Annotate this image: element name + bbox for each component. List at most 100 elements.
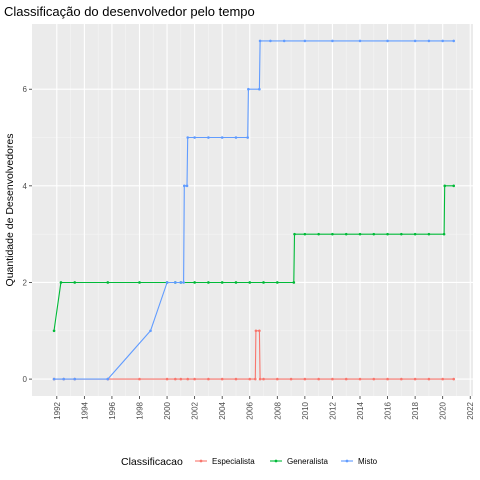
data-point bbox=[234, 377, 238, 381]
data-point bbox=[182, 184, 186, 188]
x-tick-label: 2022 bbox=[466, 401, 475, 419]
data-point bbox=[207, 281, 210, 284]
plot-panel bbox=[32, 24, 473, 396]
data-point bbox=[276, 377, 279, 381]
data-point bbox=[358, 377, 362, 381]
legend-key-point bbox=[199, 459, 203, 463]
data-point bbox=[443, 184, 447, 188]
legend-label: Especialista bbox=[212, 457, 255, 466]
x-tick-label: 1992 bbox=[53, 401, 62, 419]
data-point bbox=[452, 184, 456, 188]
data-point bbox=[452, 39, 456, 43]
data-point bbox=[413, 39, 417, 43]
data-point bbox=[258, 87, 261, 91]
data-point bbox=[276, 281, 279, 284]
data-point bbox=[59, 281, 63, 284]
legend-items: Especialista Generalista Misto bbox=[195, 457, 378, 466]
data-point bbox=[165, 377, 169, 381]
y-tick-label: 4 bbox=[23, 182, 28, 191]
data-point bbox=[52, 377, 56, 381]
data-point bbox=[234, 136, 238, 139]
data-point bbox=[452, 377, 456, 381]
y-axis-title: Quantidade de Desenvolvedores bbox=[4, 134, 16, 287]
legend-item-especialista: Especialista bbox=[195, 457, 255, 466]
data-point bbox=[174, 281, 177, 284]
data-point bbox=[386, 232, 389, 236]
data-point bbox=[386, 377, 389, 381]
data-point bbox=[62, 377, 65, 381]
data-point bbox=[73, 377, 77, 381]
x-tick-label: 2012 bbox=[328, 401, 337, 419]
data-point bbox=[282, 39, 286, 43]
y-tick-label: 6 bbox=[23, 85, 28, 94]
data-point bbox=[174, 377, 177, 381]
data-point bbox=[220, 281, 224, 284]
y-tick-label: 0 bbox=[23, 375, 28, 384]
legend-item-generalista: Generalista bbox=[270, 457, 328, 466]
data-point bbox=[165, 281, 169, 284]
data-point bbox=[427, 377, 431, 381]
data-point bbox=[185, 184, 189, 188]
data-point bbox=[358, 232, 362, 236]
x-tick-label: 1994 bbox=[80, 401, 89, 419]
legend-key-point bbox=[345, 459, 349, 463]
data-point bbox=[372, 377, 376, 381]
data-point bbox=[441, 377, 444, 381]
x-tick-label: 2018 bbox=[411, 401, 420, 419]
series-layer bbox=[52, 39, 456, 381]
data-point bbox=[247, 87, 250, 91]
data-point bbox=[344, 377, 348, 381]
data-point bbox=[289, 377, 293, 381]
data-point bbox=[258, 377, 262, 381]
data-point bbox=[269, 39, 272, 43]
data-point bbox=[193, 377, 196, 381]
x-tick-label: 2010 bbox=[301, 401, 310, 419]
data-point bbox=[303, 232, 307, 236]
data-point bbox=[400, 377, 403, 381]
x-tick-label: 2004 bbox=[218, 401, 227, 419]
data-point bbox=[303, 377, 307, 381]
series-generalista bbox=[52, 184, 456, 333]
data-point bbox=[372, 232, 376, 236]
legend-title: Classificacao bbox=[121, 456, 183, 468]
data-point bbox=[182, 281, 185, 284]
y-axis: 0 2 4 6 bbox=[23, 85, 32, 384]
data-point bbox=[186, 377, 190, 381]
data-point bbox=[413, 232, 417, 236]
data-point bbox=[293, 232, 296, 236]
data-point bbox=[179, 281, 183, 284]
legend-item-misto: Misto bbox=[341, 457, 378, 466]
legend: Classificacao Especialista Generalista Mis… bbox=[121, 456, 378, 468]
data-point bbox=[186, 136, 190, 139]
data-point bbox=[344, 232, 348, 236]
data-point bbox=[413, 377, 417, 381]
data-point bbox=[358, 39, 362, 43]
data-point bbox=[303, 39, 307, 43]
x-tick-label: 2000 bbox=[163, 401, 172, 419]
data-point bbox=[258, 329, 261, 333]
data-point bbox=[386, 39, 389, 43]
data-point bbox=[441, 39, 444, 43]
legend-key-point bbox=[274, 459, 278, 463]
series-line bbox=[54, 40, 454, 380]
data-point bbox=[317, 377, 320, 381]
x-tick-label: 1998 bbox=[135, 401, 144, 419]
data-point bbox=[427, 232, 431, 236]
grid-minor bbox=[32, 24, 473, 396]
data-point bbox=[248, 281, 252, 284]
data-point bbox=[193, 136, 196, 139]
data-point bbox=[106, 377, 110, 381]
data-point bbox=[427, 39, 431, 43]
data-point bbox=[73, 281, 77, 284]
legend-label: Misto bbox=[358, 457, 378, 466]
data-point bbox=[179, 377, 183, 381]
data-point bbox=[246, 136, 249, 139]
data-point bbox=[292, 281, 296, 284]
data-point bbox=[207, 377, 210, 381]
data-point bbox=[220, 377, 224, 381]
data-point bbox=[253, 377, 257, 381]
x-tick-label: 2002 bbox=[191, 401, 200, 419]
data-point bbox=[138, 377, 141, 381]
data-point bbox=[331, 232, 334, 236]
